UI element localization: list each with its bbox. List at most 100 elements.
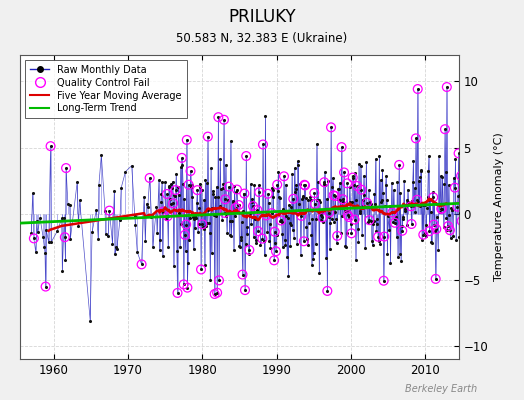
Point <box>221 210 229 216</box>
Point <box>309 256 318 262</box>
Point <box>337 144 346 150</box>
Point <box>194 221 203 227</box>
Point <box>454 150 463 156</box>
Point <box>413 196 421 203</box>
Point <box>294 162 302 168</box>
Point <box>40 244 49 250</box>
Point <box>225 231 234 238</box>
Point <box>116 217 124 223</box>
Point <box>409 179 417 185</box>
Point <box>313 141 321 147</box>
Point <box>214 194 222 200</box>
Point <box>163 213 172 220</box>
Point <box>347 220 355 227</box>
Point <box>215 203 224 209</box>
Point <box>41 283 50 290</box>
Point <box>175 210 183 216</box>
Point <box>436 173 445 179</box>
Point <box>271 240 279 246</box>
Point <box>261 113 270 120</box>
Point <box>451 184 459 191</box>
Point <box>182 221 190 228</box>
Point <box>192 215 200 222</box>
Point <box>313 197 322 204</box>
Point <box>228 217 236 224</box>
Point <box>369 218 378 224</box>
Point <box>449 233 457 240</box>
Point <box>191 213 200 219</box>
Point <box>146 175 154 181</box>
Point <box>389 219 397 225</box>
Point <box>333 233 342 239</box>
Point <box>396 250 404 257</box>
Point <box>377 199 385 206</box>
Point <box>437 206 445 212</box>
Point <box>324 178 332 184</box>
Point <box>427 208 435 215</box>
Point <box>166 196 174 202</box>
Point <box>357 186 366 193</box>
Point <box>343 180 351 186</box>
Point <box>256 242 265 248</box>
Point <box>216 186 225 192</box>
Point <box>180 281 188 288</box>
Point <box>74 222 83 229</box>
Point <box>273 182 281 188</box>
Point <box>231 213 239 219</box>
Point <box>268 184 277 191</box>
Point <box>457 173 465 179</box>
Point <box>192 200 201 206</box>
Point <box>346 199 354 206</box>
Point <box>162 216 170 222</box>
Point <box>381 202 389 209</box>
Point <box>348 199 356 205</box>
Point <box>178 162 187 168</box>
Point <box>249 203 257 209</box>
Point <box>47 239 56 246</box>
Point <box>218 217 226 224</box>
Point <box>277 217 285 224</box>
Point <box>255 182 263 189</box>
Point <box>453 204 462 210</box>
Point <box>41 250 49 256</box>
Point <box>411 208 419 215</box>
Point <box>310 190 319 196</box>
Point <box>219 185 227 192</box>
Point <box>64 201 72 207</box>
Point <box>211 194 220 200</box>
Point <box>202 180 211 186</box>
Point <box>440 180 449 187</box>
Point <box>342 244 350 250</box>
Point <box>184 182 193 188</box>
Point <box>209 190 217 197</box>
Point <box>190 216 199 222</box>
Point <box>311 201 319 207</box>
Point <box>256 209 264 215</box>
Point <box>385 227 394 233</box>
Point <box>308 262 316 268</box>
Point <box>211 291 219 297</box>
Point <box>292 182 301 188</box>
Point <box>289 196 298 202</box>
Point <box>310 250 318 256</box>
Point <box>294 209 303 215</box>
Point <box>262 212 270 219</box>
Point <box>318 214 326 221</box>
Point <box>258 236 267 242</box>
Point <box>58 268 67 274</box>
Point <box>235 243 244 249</box>
Point <box>199 226 208 232</box>
Point <box>88 229 96 235</box>
Point <box>412 135 420 142</box>
Point <box>347 230 356 236</box>
Point <box>30 235 38 242</box>
Point <box>30 235 38 242</box>
Point <box>131 222 139 228</box>
Point <box>372 228 380 234</box>
Point <box>193 187 202 193</box>
Point <box>367 218 376 224</box>
Point <box>429 194 438 200</box>
Point <box>444 223 452 229</box>
Point <box>226 218 234 224</box>
Point <box>58 215 66 222</box>
